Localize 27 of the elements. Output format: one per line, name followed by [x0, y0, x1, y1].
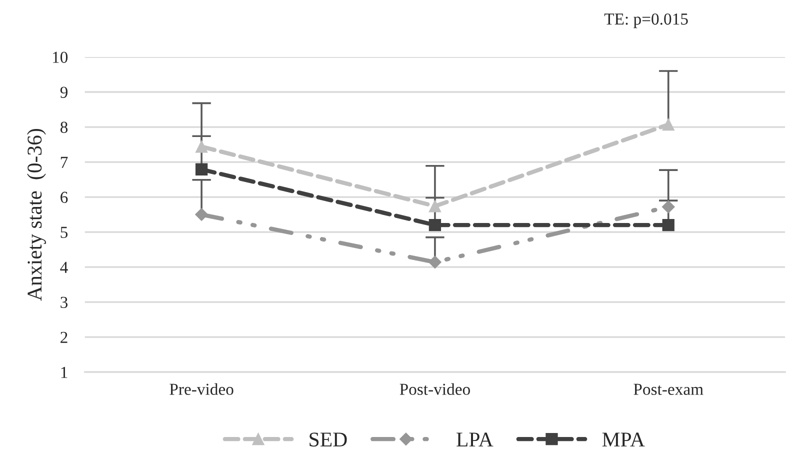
legend-label: MPA	[602, 432, 645, 446]
y-tick-label: 7	[60, 156, 68, 168]
y-tick-label: 8	[60, 122, 68, 133]
y-tick-label: 4	[60, 262, 68, 273]
y-tick-label: 1	[61, 366, 68, 378]
point	[662, 118, 674, 131]
point	[195, 163, 208, 176]
point	[428, 200, 442, 212]
y-tick-label: 5	[60, 226, 68, 238]
x-tick-label: Post-exam	[634, 384, 704, 395]
y-tick-label: 9	[60, 86, 68, 98]
text: TE: p=0.015	[604, 13, 688, 28]
legend-label: SED	[310, 432, 347, 447]
point	[428, 218, 442, 232]
point	[195, 208, 208, 221]
point	[195, 140, 208, 153]
x-tick-label: Post-video	[400, 383, 470, 395]
y-tick-label: 6	[60, 192, 68, 203]
point	[662, 200, 675, 214]
y-axis-title: Anxiety state (0-36)	[27, 128, 46, 301]
x-tick-label: Pre-video	[170, 383, 234, 395]
y-tick-label: 10	[52, 52, 68, 63]
y-tick-label: 3	[60, 296, 68, 308]
point	[428, 256, 442, 269]
point	[662, 218, 674, 232]
legend-label: LPA	[456, 432, 494, 446]
y-tick-label: 2	[60, 332, 68, 343]
